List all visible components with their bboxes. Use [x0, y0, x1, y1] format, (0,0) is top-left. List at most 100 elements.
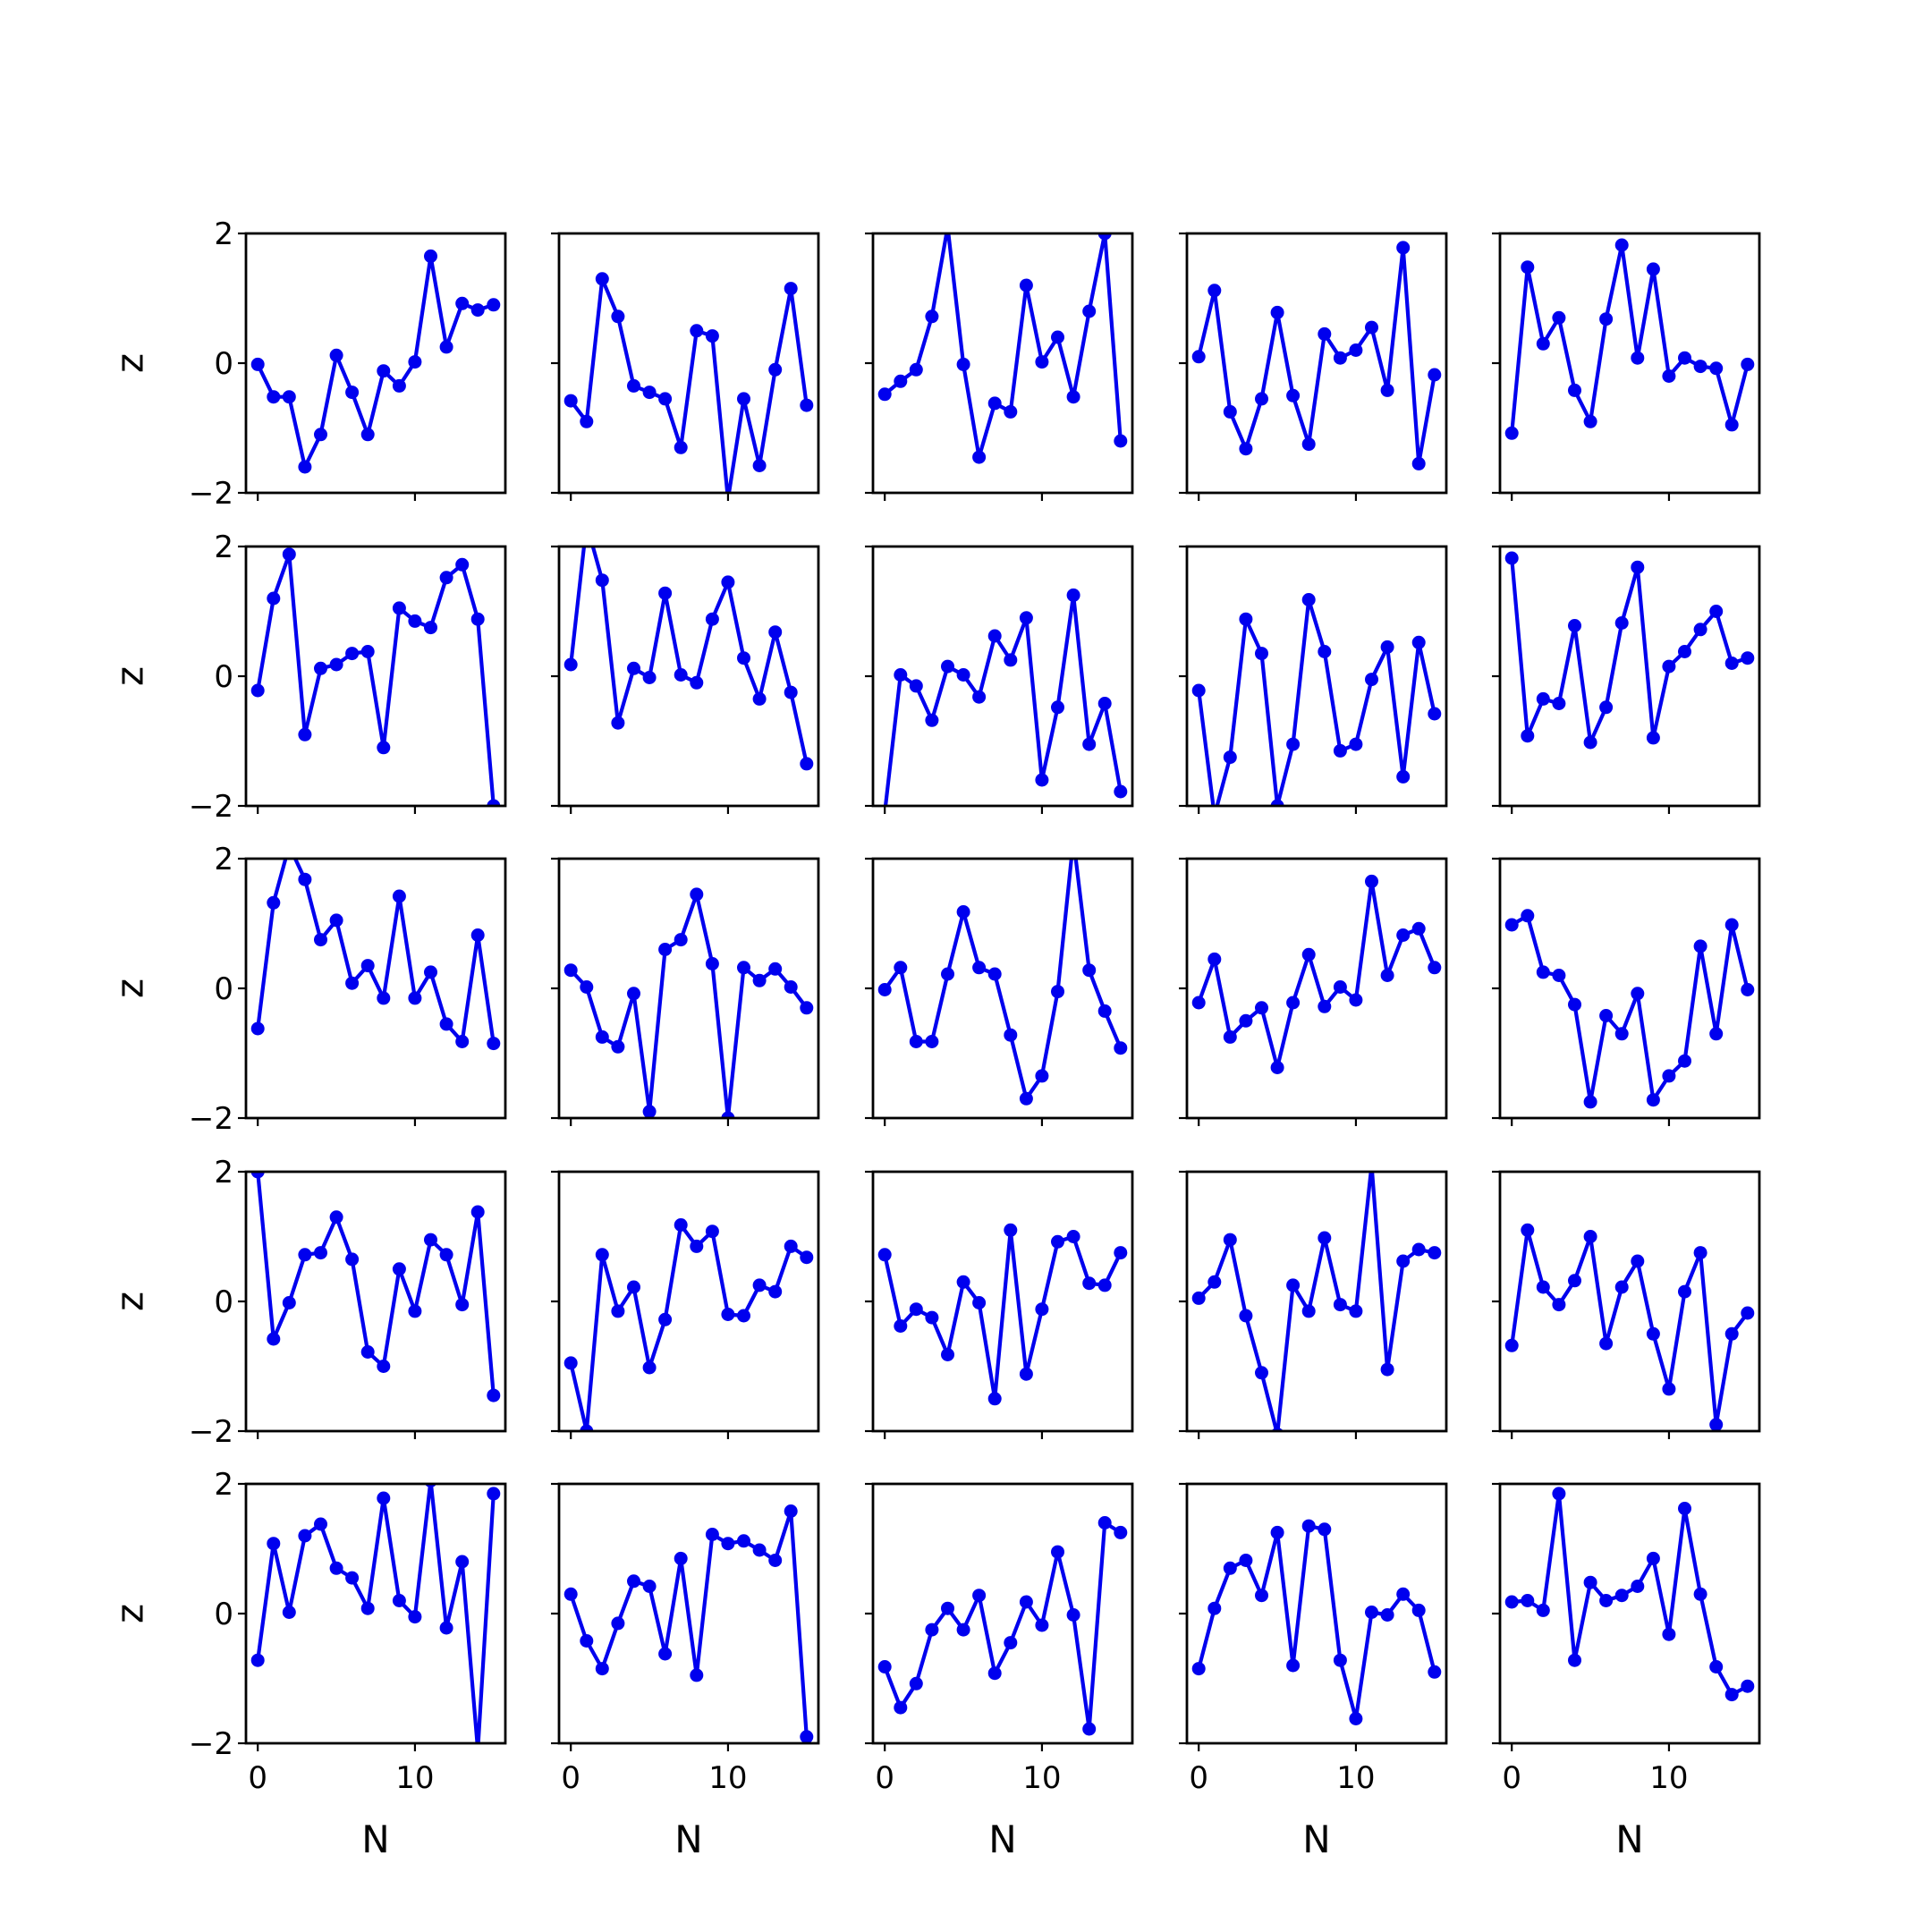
y-axis-label-r4-c1: z — [108, 1292, 152, 1311]
axes-frame-r1-c2 — [557, 232, 820, 495]
x-tick-label-r5-c3-1: 10 — [1022, 1760, 1061, 1796]
series-line-r5-c3 — [883, 1521, 1122, 1732]
data-point-r3-c3-14 — [1097, 1004, 1112, 1018]
data-point-r3-c4-10 — [1349, 993, 1363, 1007]
data-point-r3-c1-3 — [298, 872, 312, 886]
data-point-r2-c1-10 — [408, 614, 422, 628]
data-point-r2-c3-10 — [1035, 773, 1049, 787]
data-point-r5-c1-6 — [345, 1571, 360, 1585]
data-point-r4-c1-9 — [392, 1262, 406, 1276]
series-line-r4-c1 — [256, 1172, 496, 1396]
data-point-r2-c4-0 — [1191, 683, 1206, 698]
data-point-r1-c3-12 — [1066, 390, 1080, 404]
axes-frame-r3-c4 — [1185, 857, 1448, 1120]
data-point-r3-c3-7 — [987, 967, 1002, 981]
y-tick-label-r3-c1-0: −2 — [189, 1101, 233, 1137]
series-line-r1-c1 — [256, 254, 495, 470]
data-point-r2-c1-15 — [487, 799, 501, 806]
series-group-r1-c2 — [564, 272, 814, 493]
data-point-r3-c4-2 — [1223, 1030, 1237, 1044]
data-point-r5-c5-2 — [1536, 1603, 1550, 1617]
panel-r3-c3 — [865, 833, 1134, 1126]
data-point-r1-c4-0 — [1191, 350, 1206, 364]
data-point-r1-c1-9 — [392, 378, 406, 393]
series-group-r4-c3 — [877, 1223, 1128, 1406]
data-point-r3-c1-15 — [487, 1037, 501, 1051]
data-point-r4-c5-8 — [1631, 1254, 1645, 1268]
data-point-r4-c1-11 — [424, 1233, 437, 1247]
data-point-r4-c3-5 — [956, 1275, 970, 1289]
data-point-r4-c3-0 — [877, 1248, 892, 1262]
data-point-r2-c1-9 — [392, 601, 406, 615]
data-point-r2-c5-5 — [1583, 735, 1597, 750]
data-point-r2-c1-7 — [360, 645, 375, 658]
axes-frame-r1-c1 — [244, 232, 507, 495]
axes-frame-r1-c3 — [871, 232, 1134, 495]
data-point-r3-c1-10 — [408, 991, 422, 1005]
data-point-r2-c2-14 — [784, 685, 798, 699]
data-point-r3-c3-12 — [1067, 833, 1080, 846]
data-point-r4-c2-11 — [737, 1309, 750, 1323]
data-point-r2-c3-5 — [956, 668, 970, 682]
data-point-r3-c2-15 — [800, 1001, 814, 1015]
axes-frame-r5-c4 — [1185, 1482, 1448, 1745]
data-point-r5-c5-14 — [1724, 1688, 1739, 1702]
data-point-r3-c3-10 — [1035, 1069, 1049, 1083]
data-point-r2-c4-4 — [1255, 647, 1268, 661]
data-point-r5-c3-6 — [972, 1589, 987, 1603]
series-group-r5-c1 — [250, 1484, 501, 1743]
data-point-r2-c4-14 — [1411, 635, 1426, 649]
data-point-r4-c3-1 — [894, 1319, 908, 1333]
x-tick-label-r5-c2-1: 10 — [708, 1760, 747, 1796]
data-point-r4-c1-4 — [314, 1246, 327, 1260]
series-group-r1-c5 — [1504, 238, 1755, 440]
data-point-r3-c1-8 — [377, 991, 391, 1005]
data-point-r2-c4-3 — [1239, 612, 1253, 626]
data-point-r1-c4-3 — [1239, 442, 1253, 456]
series-group-r2-c3 — [883, 588, 1128, 806]
data-point-r3-c4-15 — [1428, 961, 1442, 975]
data-point-r1-c5-8 — [1631, 351, 1645, 365]
axes-frame-r3-c5 — [1498, 857, 1761, 1120]
data-point-r4-c3-15 — [1114, 1246, 1128, 1260]
data-point-r4-c1-10 — [408, 1304, 422, 1318]
series-line-r2-c5 — [1510, 557, 1749, 745]
y-tick-label-r5-c1-0: −2 — [189, 1726, 233, 1762]
data-point-r5-c2-4 — [627, 1574, 640, 1589]
data-point-r4-c2-12 — [752, 1278, 767, 1292]
data-point-r4-c5-3 — [1552, 1298, 1566, 1312]
data-point-r4-c2-3 — [611, 1304, 625, 1318]
data-point-r5-c3-0 — [877, 1660, 892, 1674]
data-point-r4-c5-6 — [1599, 1336, 1614, 1351]
x-tick-label-r5-c1-0: 0 — [248, 1760, 267, 1796]
data-point-r5-c2-15 — [800, 1730, 814, 1743]
data-point-r2-c5-12 — [1693, 623, 1707, 637]
data-point-r5-c2-10 — [721, 1537, 735, 1551]
data-point-r4-c1-2 — [282, 1296, 296, 1309]
data-point-r1-c3-6 — [972, 450, 987, 464]
data-point-r1-c1-3 — [298, 460, 312, 474]
x-tick-label-r5-c4-0: 0 — [1189, 1760, 1208, 1796]
data-point-r2-c1-14 — [470, 612, 485, 626]
panel-r2-c1: −2 0 2 z — [108, 530, 507, 825]
data-point-r2-c3-4 — [941, 659, 954, 674]
series-group-r3-c2 — [564, 887, 814, 1118]
data-point-r1-c5-3 — [1552, 310, 1566, 325]
x-tick-label-r5-c4-1: 10 — [1336, 1760, 1375, 1796]
series-group-r3-c5 — [1504, 909, 1755, 1109]
data-point-r3-c5-3 — [1552, 969, 1566, 982]
data-point-r4-c4-15 — [1428, 1246, 1442, 1260]
data-point-r1-c3-5 — [956, 357, 970, 371]
data-point-r3-c2-6 — [658, 943, 673, 956]
data-point-r3-c5-12 — [1693, 939, 1707, 953]
data-point-r3-c5-0 — [1504, 918, 1519, 932]
data-point-r2-c1-0 — [250, 683, 265, 698]
data-point-r4-c2-9 — [705, 1224, 719, 1239]
panel-r1-c2 — [551, 232, 820, 501]
series-group-r3-c4 — [1191, 874, 1442, 1074]
x-tick-label-r5-c5-0: 0 — [1502, 1760, 1521, 1796]
data-point-r2-c5-2 — [1536, 691, 1550, 706]
data-point-r3-c5-7 — [1614, 1027, 1629, 1041]
series-line-r4-c4 — [1197, 1172, 1436, 1431]
data-point-r5-c2-14 — [784, 1504, 798, 1518]
